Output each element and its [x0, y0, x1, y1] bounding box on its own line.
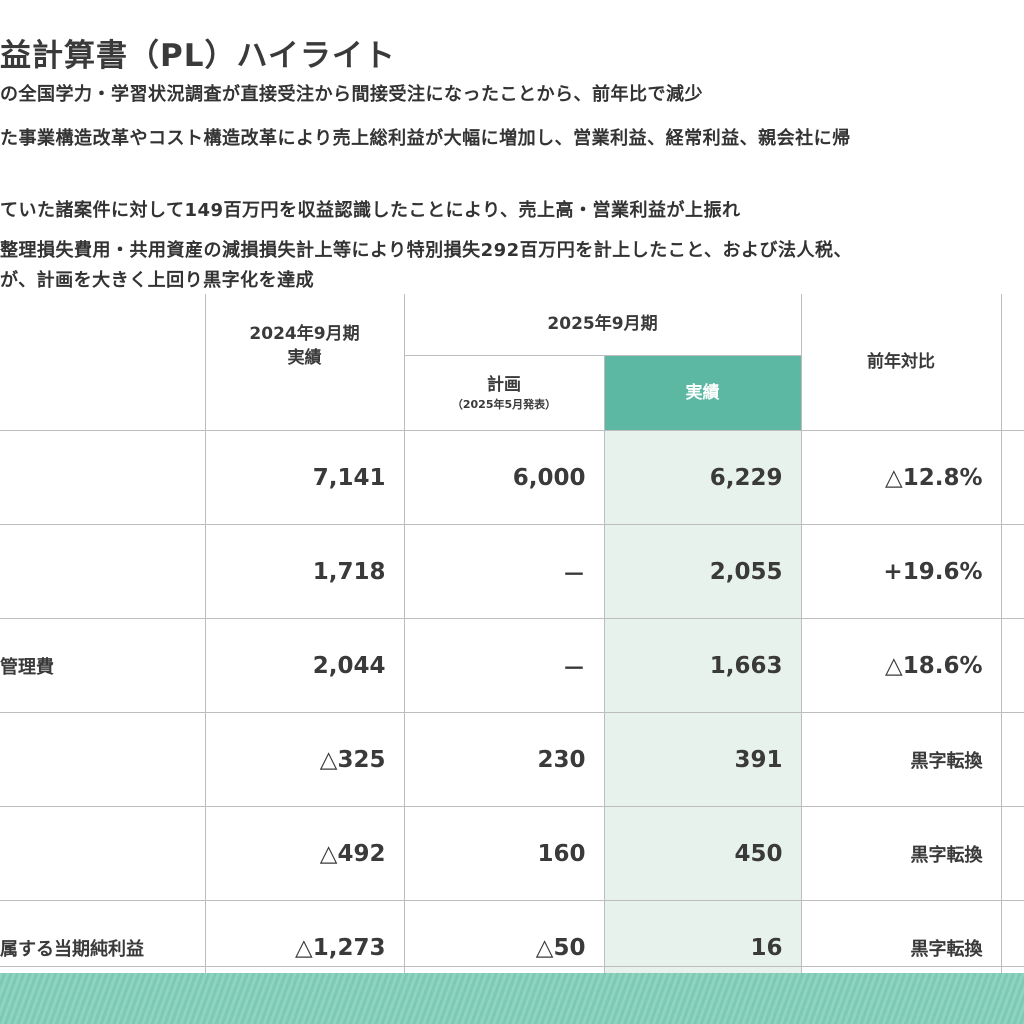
cell-plan: － [404, 524, 605, 619]
table-row: △492 160 450 黒字転換 [0, 806, 1024, 901]
header-extra-column [1001, 294, 1024, 431]
cell-yoy: +19.6% [801, 524, 1002, 619]
cell-plan: － [404, 618, 605, 713]
header-plan: 計画 （2025年5月発表） [404, 355, 605, 431]
table-row: 7,141 6,000 6,229 △12.8% [0, 430, 1024, 525]
cell-extra [1001, 618, 1024, 713]
bullet-line-3: ていた諸案件に対して149百万円を収益認識したことにより、売上高・営業利益が上振… [0, 200, 741, 221]
row-label [0, 712, 206, 807]
row-label [0, 806, 206, 901]
footer-decorative-band [0, 973, 1024, 1024]
cell-actual: 391 [604, 712, 802, 807]
cell-extra [1001, 712, 1024, 807]
pl-table: 2024年9月期 実績 2025年9月期 前年対比 計画 （2025年5月発表）… [0, 294, 1024, 994]
header-fy2024-year: 2024年9月期 [249, 324, 360, 344]
cell-yoy: 黒字転換 [801, 712, 1002, 807]
table-row: 1,718 － 2,055 +19.6% [0, 524, 1024, 619]
bullet-line-1: の全国学力・学習状況調査が直接受注から間接受注になったことから、前年比で減少 [0, 84, 703, 105]
header-fy2024: 2024年9月期 実績 [205, 294, 405, 431]
cell-actual: 6,229 [604, 430, 802, 525]
cell-extra [1001, 430, 1024, 525]
cell-yoy: △12.8% [801, 430, 1002, 525]
cell-yoy: △18.6% [801, 618, 1002, 713]
page-title: 益計算書（PL）ハイライト [0, 38, 396, 74]
cell-plan: 230 [404, 712, 605, 807]
row-label [0, 430, 206, 525]
cell-yoy: 黒字転換 [801, 806, 1002, 901]
pl-table-container: 2024年9月期 実績 2025年9月期 前年対比 計画 （2025年5月発表）… [0, 294, 1024, 994]
cell-plan: 160 [404, 806, 605, 901]
cell-fy2024: 2,044 [205, 618, 405, 713]
header-label-column [0, 294, 206, 431]
cell-actual: 1,663 [604, 618, 802, 713]
cell-fy2024: △325 [205, 712, 405, 807]
cell-fy2024: △492 [205, 806, 405, 901]
bullet-line-2: た事業構造改革やコスト構造改革により売上総利益が大幅に増加し、営業利益、経常利益… [0, 128, 851, 149]
header-yoy: 前年対比 [801, 294, 1002, 431]
bullet-line-4: 整理損失費用・共用資産の減損損失計上等により特別損失292百万円を計上したこと、… [0, 240, 852, 261]
cell-actual: 450 [604, 806, 802, 901]
header-fy2024-actual: 実績 [287, 348, 322, 368]
row-label [0, 524, 206, 619]
header-fy2025: 2025年9月期 [404, 294, 802, 356]
cell-extra [1001, 806, 1024, 901]
cell-actual: 2,055 [604, 524, 802, 619]
cell-fy2024: 7,141 [205, 430, 405, 525]
row-label: 管理費 [0, 618, 206, 713]
cell-plan: 6,000 [404, 430, 605, 525]
cell-fy2024: 1,718 [205, 524, 405, 619]
header-plan-label: 計画 [487, 374, 521, 395]
cell-extra [1001, 900, 1024, 994]
table-bottom-rule [0, 966, 1024, 967]
header-plan-note: （2025年5月発表） [451, 397, 557, 411]
bullet-line-5: が、計画を大きく上回り黒字化を達成 [0, 270, 315, 291]
table-row: 管理費 2,044 － 1,663 △18.6% [0, 618, 1024, 713]
header-actual: 実績 [604, 355, 802, 431]
cell-extra [1001, 524, 1024, 619]
table-row: △325 230 391 黒字転換 [0, 712, 1024, 807]
